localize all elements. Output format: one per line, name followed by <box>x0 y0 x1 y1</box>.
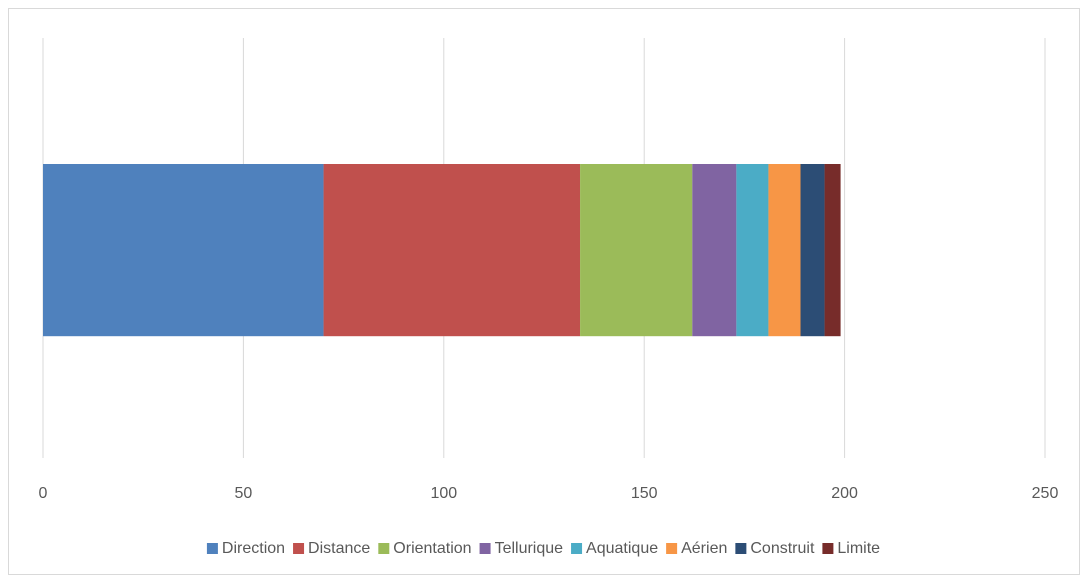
bar-segment <box>800 164 825 337</box>
bar-segment <box>736 164 769 337</box>
bar-segment <box>580 164 693 337</box>
legend-label: Aquatique <box>586 540 658 557</box>
x-tick-label: 200 <box>831 485 858 502</box>
x-tick-label: 0 <box>39 485 48 502</box>
bar-segment <box>692 164 737 337</box>
legend-swatch <box>822 543 834 554</box>
x-tick-label: 150 <box>631 485 658 502</box>
bar-segment <box>43 164 324 337</box>
x-tick-label: 50 <box>235 485 253 502</box>
legend-label: Tellurique <box>495 540 564 557</box>
bar-segment <box>824 164 841 337</box>
legend-label: Construit <box>750 540 815 557</box>
legend-label: Distance <box>308 540 370 557</box>
legend-swatch <box>666 543 678 554</box>
legend-swatch <box>571 543 583 554</box>
legend-swatch <box>293 543 305 554</box>
legend-label: Orientation <box>393 540 471 557</box>
legend-label: Limite <box>837 540 880 557</box>
x-tick-label: 250 <box>1032 485 1059 502</box>
bar-segment <box>768 164 801 337</box>
legend-swatch <box>735 543 747 554</box>
legend-swatch <box>206 543 218 554</box>
legend-label: Direction <box>222 540 285 557</box>
legend-label: Aérien <box>681 540 727 557</box>
legend-swatch <box>378 543 390 554</box>
bar-segment <box>323 164 581 337</box>
legend-swatch <box>479 543 491 554</box>
x-tick-label: 100 <box>430 485 457 502</box>
